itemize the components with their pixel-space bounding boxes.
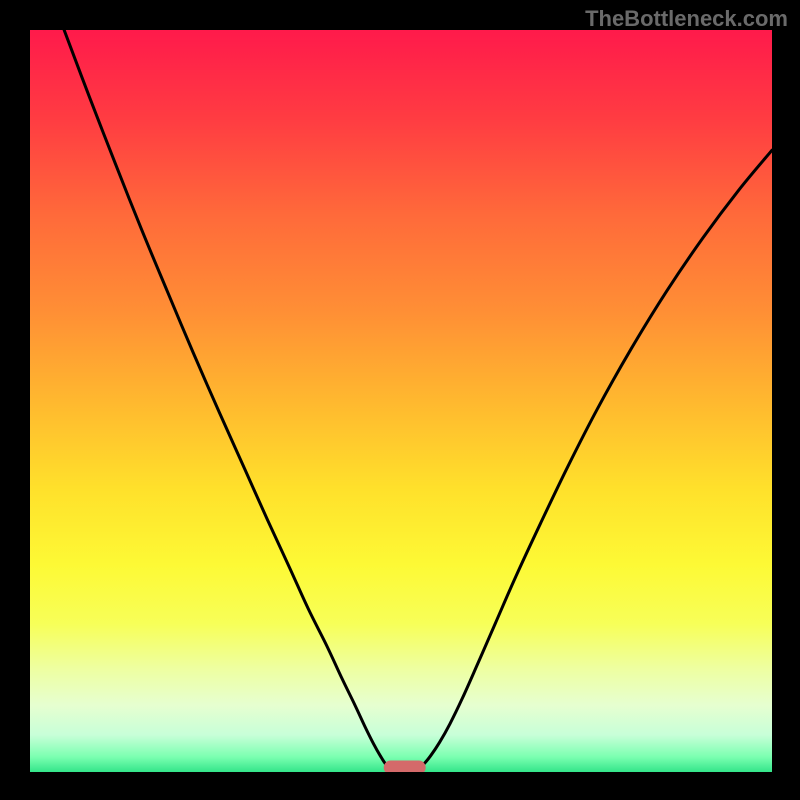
plot-area bbox=[30, 30, 772, 772]
gradient-background bbox=[30, 30, 772, 772]
plot-svg bbox=[30, 30, 772, 772]
chart-container: TheBottleneck.com bbox=[0, 0, 800, 800]
bottleneck-marker bbox=[384, 761, 426, 772]
watermark-text: TheBottleneck.com bbox=[585, 6, 788, 32]
